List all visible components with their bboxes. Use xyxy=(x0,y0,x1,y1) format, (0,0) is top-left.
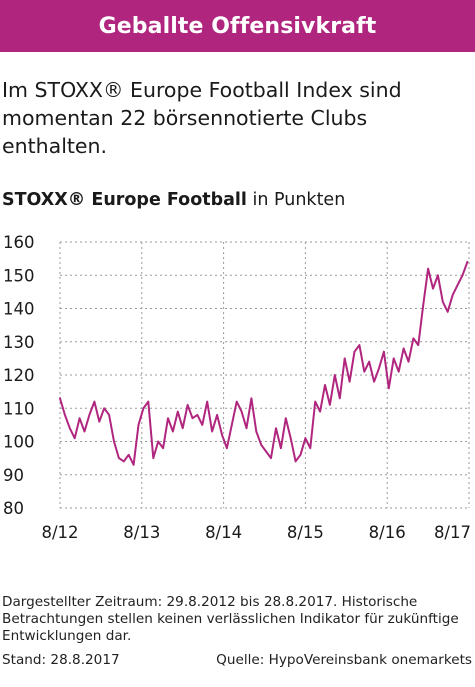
y-tick-label: 120 xyxy=(3,366,35,385)
title-banner: Geballte Offensivkraft xyxy=(0,0,475,52)
x-tick-label: 8/16 xyxy=(369,523,406,542)
y-tick-label: 90 xyxy=(3,466,24,485)
y-axis-ticks: 80 90 100 110 120 130 140 150 160 xyxy=(3,233,35,518)
chart-heading-bold: STOXX® Europe Football xyxy=(2,190,247,210)
chart-heading-regular: in Punkten xyxy=(246,190,346,210)
footnote: Dargestellter Zeitraum: 29.8.2012 bis 28… xyxy=(2,594,459,644)
series-line xyxy=(59,260,469,466)
y-tick-label: 150 xyxy=(3,266,35,285)
grid xyxy=(59,241,470,509)
y-tick-label: 130 xyxy=(3,333,35,352)
y-tick-label: 80 xyxy=(3,499,24,518)
footer-row: Stand: 28.8.2017 Quelle: HypoVereinsbank… xyxy=(2,652,472,669)
page-title: Geballte Offensivkraft xyxy=(98,13,377,39)
x-tick-label: 8/15 xyxy=(287,523,324,542)
intro-text: Im STOXX® Europe Football Index sind mom… xyxy=(2,78,402,158)
chart-heading: STOXX® Europe Football in Punkten xyxy=(2,188,472,212)
y-tick-label: 160 xyxy=(3,233,35,252)
x-tick-label: 8/14 xyxy=(205,523,242,542)
y-tick-label: 110 xyxy=(3,399,35,418)
y-tick-label: 140 xyxy=(3,300,35,319)
x-tick-label: 8/12 xyxy=(41,523,78,542)
x-tick-label: 8/17 xyxy=(434,523,471,542)
y-tick-label: 100 xyxy=(3,433,35,452)
source-text: Quelle: HypoVereinsbank onemarkets xyxy=(216,652,472,668)
x-axis-ticks: 8/12 8/13 8/14 8/15 8/16 8/17 xyxy=(41,523,471,542)
series-layer xyxy=(59,260,469,466)
x-tick-label: 8/13 xyxy=(123,523,160,542)
stand-date: Stand: 28.8.2017 xyxy=(2,652,120,668)
